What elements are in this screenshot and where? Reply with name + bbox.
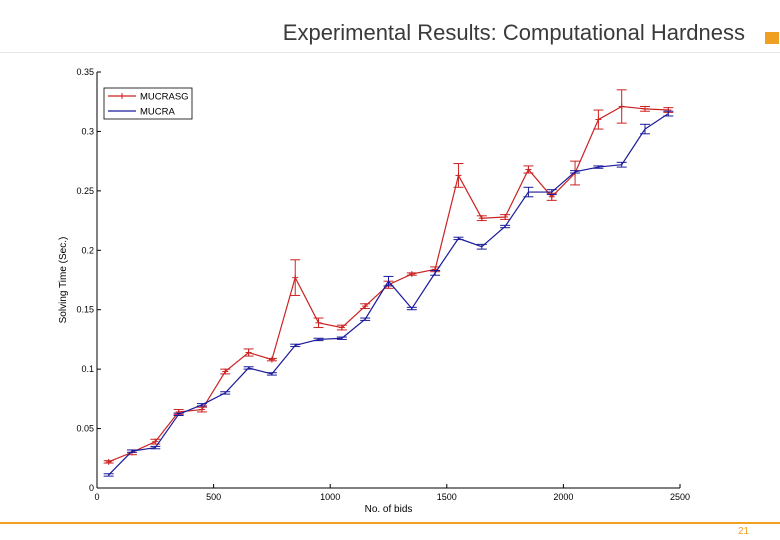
y-tick-label: 0.25 [76, 186, 94, 196]
legend-box [103, 87, 193, 120]
accent-square [765, 32, 779, 44]
legend-label: MUCRA [140, 107, 175, 118]
y-tick-label: 0.1 [81, 364, 94, 374]
x-axis-label: No. of bids [365, 504, 413, 515]
legend: MUCRASG MUCRA [103, 87, 193, 120]
x-tick-label: 500 [206, 492, 221, 502]
legend-label: MUCRASG [140, 92, 189, 103]
x-tick-label: 1500 [437, 492, 457, 502]
x-tick-label: 2000 [553, 492, 573, 502]
series-mucra [103, 110, 674, 477]
slide-title: Experimental Results: Computational Hard… [282, 20, 745, 45]
x-tick-label: 0 [94, 492, 99, 502]
x-tick-label: 2500 [670, 492, 690, 502]
y-tick-label: 0.2 [81, 245, 94, 255]
y-tick-label: 0.15 [76, 305, 94, 315]
page-number: 21 [738, 526, 750, 537]
y-tick-label: 0.35 [76, 67, 94, 77]
y-tick-label: 0.05 [76, 424, 94, 434]
y-axis-label: Solving Time (Sec.) [58, 237, 69, 324]
footer-divider [0, 522, 780, 524]
x-tick-label: 1000 [320, 492, 340, 502]
series-line [108, 113, 669, 476]
title-divider [0, 52, 780, 53]
y-tick-label: 0 [89, 483, 94, 493]
y-tick-label: 0.3 [81, 126, 94, 136]
